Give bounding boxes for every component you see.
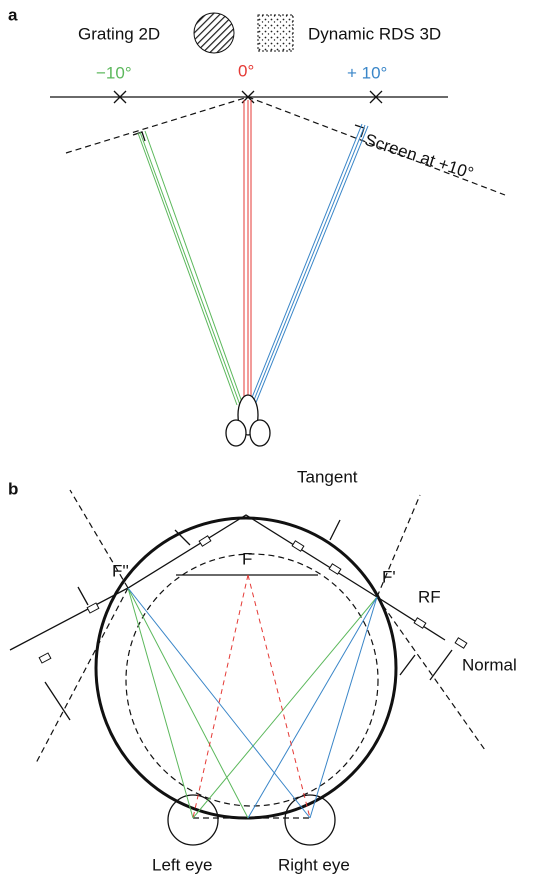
eye-label: Left eye: [152, 855, 213, 874]
green-rays: [138, 131, 243, 405]
figure: a Grating 2D Dynamic RDS 3D −10° 0° + 10…: [0, 0, 534, 878]
normal-label: Normal: [462, 655, 517, 674]
grating-icon: [194, 13, 234, 53]
angle-label: 0°: [238, 61, 254, 80]
rf-label: RF: [418, 587, 441, 606]
inner-circle: [126, 554, 378, 806]
rds-icon: [258, 15, 293, 51]
focus-label: F: [242, 549, 252, 568]
legend-label: Grating 2D: [78, 24, 160, 43]
eye-label: Right eye: [278, 855, 350, 874]
legend-label: Dynamic RDS 3D: [308, 24, 441, 43]
blue-rays: [249, 124, 368, 405]
mouse: [226, 395, 270, 446]
red-lines: [193, 575, 310, 818]
angle-label: + 10°: [347, 63, 387, 82]
angle-label: −10°: [96, 63, 132, 82]
focus-label: F': [382, 567, 396, 586]
panel-label: b: [8, 479, 18, 498]
screens: [66, 97, 505, 195]
red-rays: [244, 100, 251, 405]
screen-label: Screen at +10°: [362, 130, 475, 183]
tangents: [10, 515, 445, 650]
tangent-label: Tangent: [297, 467, 358, 486]
panel-b: b Tangent F'' F F' RF Normal Left eye Ri…: [8, 467, 517, 874]
left-eye: [168, 795, 218, 845]
panel-a: a Grating 2D Dynamic RDS 3D −10° 0° + 10…: [8, 5, 505, 446]
panel-label: a: [8, 5, 18, 24]
rf-boxes: [39, 536, 467, 663]
focus-label: F'': [112, 561, 129, 580]
